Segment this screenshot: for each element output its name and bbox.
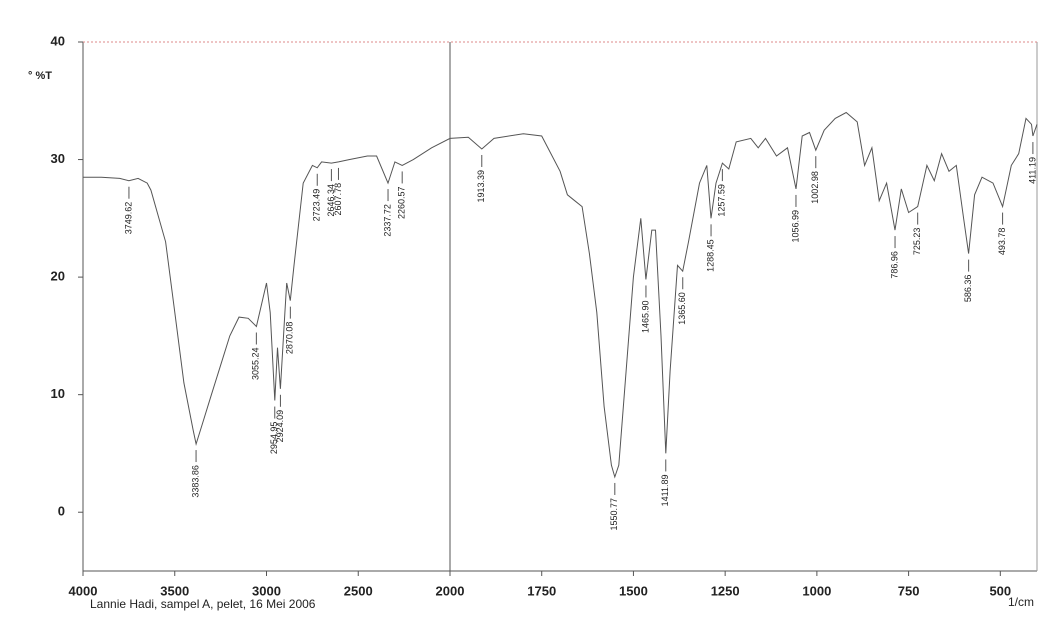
peak-label: 1056.99 (790, 210, 800, 243)
peak-label: 1288.45 (705, 239, 715, 272)
peak-label: 1002.98 (810, 171, 820, 204)
peak-label: 2723.49 (312, 189, 322, 222)
x-tick-label: 1000 (802, 583, 831, 598)
peak-label: 1411.89 (660, 474, 670, 506)
peak-label: 493.78 (997, 228, 1007, 256)
x-tick-label: 3500 (160, 583, 189, 598)
x-tick-label: 3000 (252, 583, 281, 598)
peak-label: 3749.62 (123, 202, 133, 235)
y-tick-label: 0 (58, 504, 65, 519)
y-axis-label: ° %T (28, 70, 52, 82)
peak-label: 1550.77 (609, 498, 619, 531)
y-tick-label: 40 (51, 33, 65, 48)
peak-label: 1365.60 (677, 292, 687, 325)
peak-label: 1257.59 (717, 184, 727, 217)
x-tick-label: 1750 (527, 583, 556, 598)
peak-label: 3383.86 (190, 465, 200, 498)
x-axis-label: 1/cm (1008, 595, 1034, 609)
peak-label: 1913.39 (476, 170, 486, 203)
peak-label: 2924.09 (275, 410, 285, 443)
peak-label: 1465.90 (640, 300, 650, 333)
peak-label: 3055.24 (251, 347, 261, 380)
peak-label: 2607.78 (333, 183, 343, 216)
x-tick-label: 2500 (344, 583, 373, 598)
x-tick-label: 500 (989, 583, 1011, 598)
peak-label: 586.36 (963, 275, 973, 303)
x-tick-label: 1500 (619, 583, 648, 598)
peak-label: 2337.72 (382, 204, 392, 237)
peak-label: 725.23 (912, 228, 922, 256)
y-tick-label: 20 (51, 269, 65, 284)
y-tick-label: 30 (51, 151, 65, 166)
y-tick-label: 10 (51, 386, 65, 401)
peak-label: 2646.34 (326, 184, 336, 217)
peak-label: 411.19 (1027, 157, 1037, 184)
footer: Lannie Hadi, sampel A, pelet, 16 Mei 200… (90, 597, 316, 611)
x-tick-label: 750 (898, 583, 920, 598)
peak-label: 2260.57 (397, 186, 407, 219)
peak-label: 2870.08 (285, 322, 295, 355)
peak-label: 2954.95 (269, 422, 279, 455)
peak-label: 786.96 (889, 251, 899, 279)
x-tick-label: 2000 (436, 583, 465, 598)
spectrum-line (83, 111, 1038, 479)
x-tick-label: 1250 (711, 583, 740, 598)
x-tick-label: 4000 (69, 583, 98, 598)
